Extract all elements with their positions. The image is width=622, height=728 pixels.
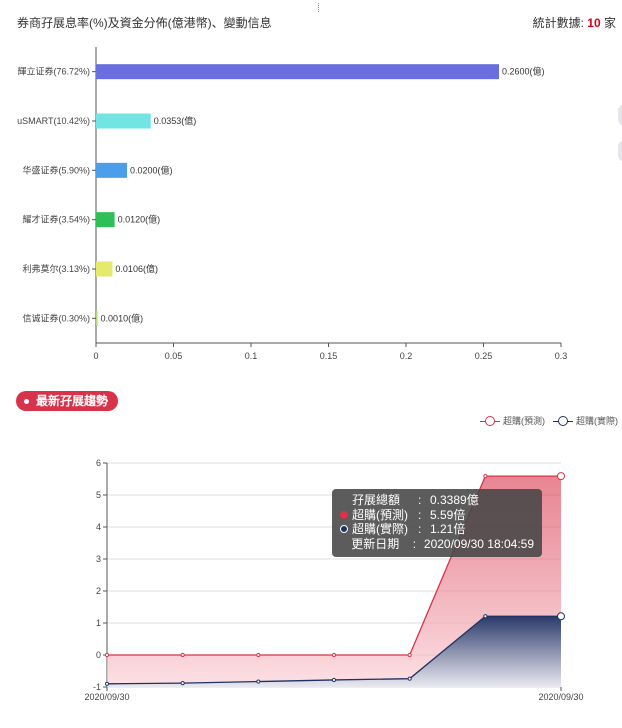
bar-value-label: 0.0200(億)	[130, 164, 173, 175]
bar-value-label: 0.2600(億)	[502, 66, 545, 77]
tooltip-sep: :	[418, 493, 422, 507]
bar	[96, 261, 113, 277]
tooltip-row-forecast: 超購(預測) : 5.59倍	[340, 508, 534, 523]
tooltip-value: 5.59倍	[430, 507, 466, 522]
x-tick-label: 0.2	[400, 351, 413, 361]
tooltip-label: 更新日期	[351, 536, 400, 551]
tooltip-label: 孖展總額	[352, 493, 401, 507]
y-tick-label: 5	[96, 490, 101, 500]
actual-point	[331, 677, 337, 683]
margin-distribution-bar-chart: 輝立证券(76.72%) 0.2600(億) uSMART(10.42%) 0.035…	[17, 47, 568, 361]
bar-value-label: 0.0106(億)	[115, 263, 158, 274]
forecast-point	[180, 652, 185, 658]
forecast-point	[104, 652, 110, 658]
legend-item-actual[interactable]: 超購(實際)	[553, 414, 618, 427]
tooltip-value: 0.3389億	[430, 493, 479, 507]
stats-count-label: 統計數據:	[532, 16, 584, 30]
x-tick-label: 2020/09/30	[538, 692, 583, 702]
tooltip-dot-actual	[340, 525, 348, 533]
bar-value-label: 0.0010(億)	[101, 312, 144, 323]
legend-item-forecast[interactable]: 超購(預測)	[480, 414, 545, 427]
side-scroll-button-down[interactable]	[618, 140, 622, 162]
side-scroll-button-up[interactable]	[618, 104, 622, 126]
bar	[96, 113, 151, 129]
actual-area	[107, 616, 561, 687]
y-tick-label: 1	[96, 618, 101, 628]
x-tick-label: 0.05	[165, 351, 183, 361]
bar	[96, 162, 127, 178]
legend-forecast-label: 超購(預測)	[503, 416, 545, 426]
forecast-point	[483, 474, 488, 479]
forecast-area	[107, 476, 561, 687]
y-tick-label: -1	[93, 682, 101, 692]
actual-point	[483, 614, 488, 619]
legend-forecast-icon	[480, 415, 500, 426]
forecast-point	[256, 652, 261, 658]
stats-count: 統計數據: 10 家	[533, 14, 616, 31]
actual-point	[407, 676, 412, 681]
latest-margin-trend-tab[interactable]: 最新孖展趨勢	[16, 391, 119, 411]
actual-point	[557, 612, 565, 621]
tooltip-row-actual: 超購(實際) : 1.21倍	[340, 522, 534, 537]
bar	[96, 64, 499, 80]
x-tick-label: 0	[93, 351, 98, 361]
tooltip-value: 1.21倍	[430, 522, 466, 536]
x-tick-label: 0.15	[320, 351, 338, 361]
tooltip-sep: :	[418, 522, 422, 536]
category-label: 信诚证券(0.30%)	[22, 312, 90, 323]
y-tick-label: 3	[96, 554, 101, 564]
tooltip-sep: :	[412, 536, 417, 551]
tooltip-row-total: 孖展總額 : 0.3389億	[340, 493, 534, 508]
x-tick-label: 2020/09/30	[84, 692, 129, 702]
legend-actual-label: 超購(實際)	[576, 416, 618, 426]
stats-count-value: 10	[587, 16, 601, 30]
tooltip-row-date: 更新日期 : 2020/09/30 18:04:59	[340, 537, 534, 552]
forecast-point	[407, 652, 412, 658]
category-label: 耀才证券(3.54%)	[22, 214, 90, 225]
bar-value-label: 0.0353(億)	[154, 115, 197, 126]
bar	[96, 212, 115, 228]
x-tick-label: 0.25	[475, 351, 493, 361]
category-label: 华盛证券(5.90%)	[22, 164, 90, 175]
category-label: 輝立证券(76.72%)	[17, 66, 90, 77]
category-label: 利弗莫尔(3.13%)	[22, 263, 90, 274]
chart-tooltip: 孖展總額 : 0.3389億 超購(預測) : 5.59倍 超購(實際) : 1…	[332, 489, 542, 557]
legend-actual-icon	[553, 415, 573, 426]
bar-value-label: 0.0120(億)	[118, 214, 161, 225]
y-tick-label: 4	[96, 522, 101, 532]
y-tick-label: 6	[96, 458, 101, 468]
tooltip-label: 超購(預測)	[352, 507, 408, 522]
y-tick-label: 0	[96, 650, 101, 660]
tooltip-sep: :	[418, 507, 422, 522]
y-tick-label: 2	[96, 586, 101, 596]
tooltip-label: 超購(實際)	[352, 522, 408, 536]
category-label: uSMART(10.42%)	[17, 116, 90, 126]
actual-point	[104, 681, 110, 686]
forecast-point	[331, 652, 337, 658]
x-tick-label: 0.1	[245, 351, 258, 361]
tooltip-dot-forecast	[340, 510, 348, 519]
x-tick-label: 0.3	[555, 351, 568, 361]
tooltip-value: 2020/09/30 18:04:59	[423, 536, 534, 551]
actual-point	[180, 681, 185, 686]
page-title: 券商孖展息率(%)及資金分佈(億港幣)、變動信息	[17, 16, 272, 30]
bar	[96, 310, 98, 326]
divider-mark	[318, 3, 320, 12]
actual-point	[256, 679, 261, 684]
stats-count-unit: 家	[603, 16, 616, 30]
forecast-point	[557, 472, 565, 481]
